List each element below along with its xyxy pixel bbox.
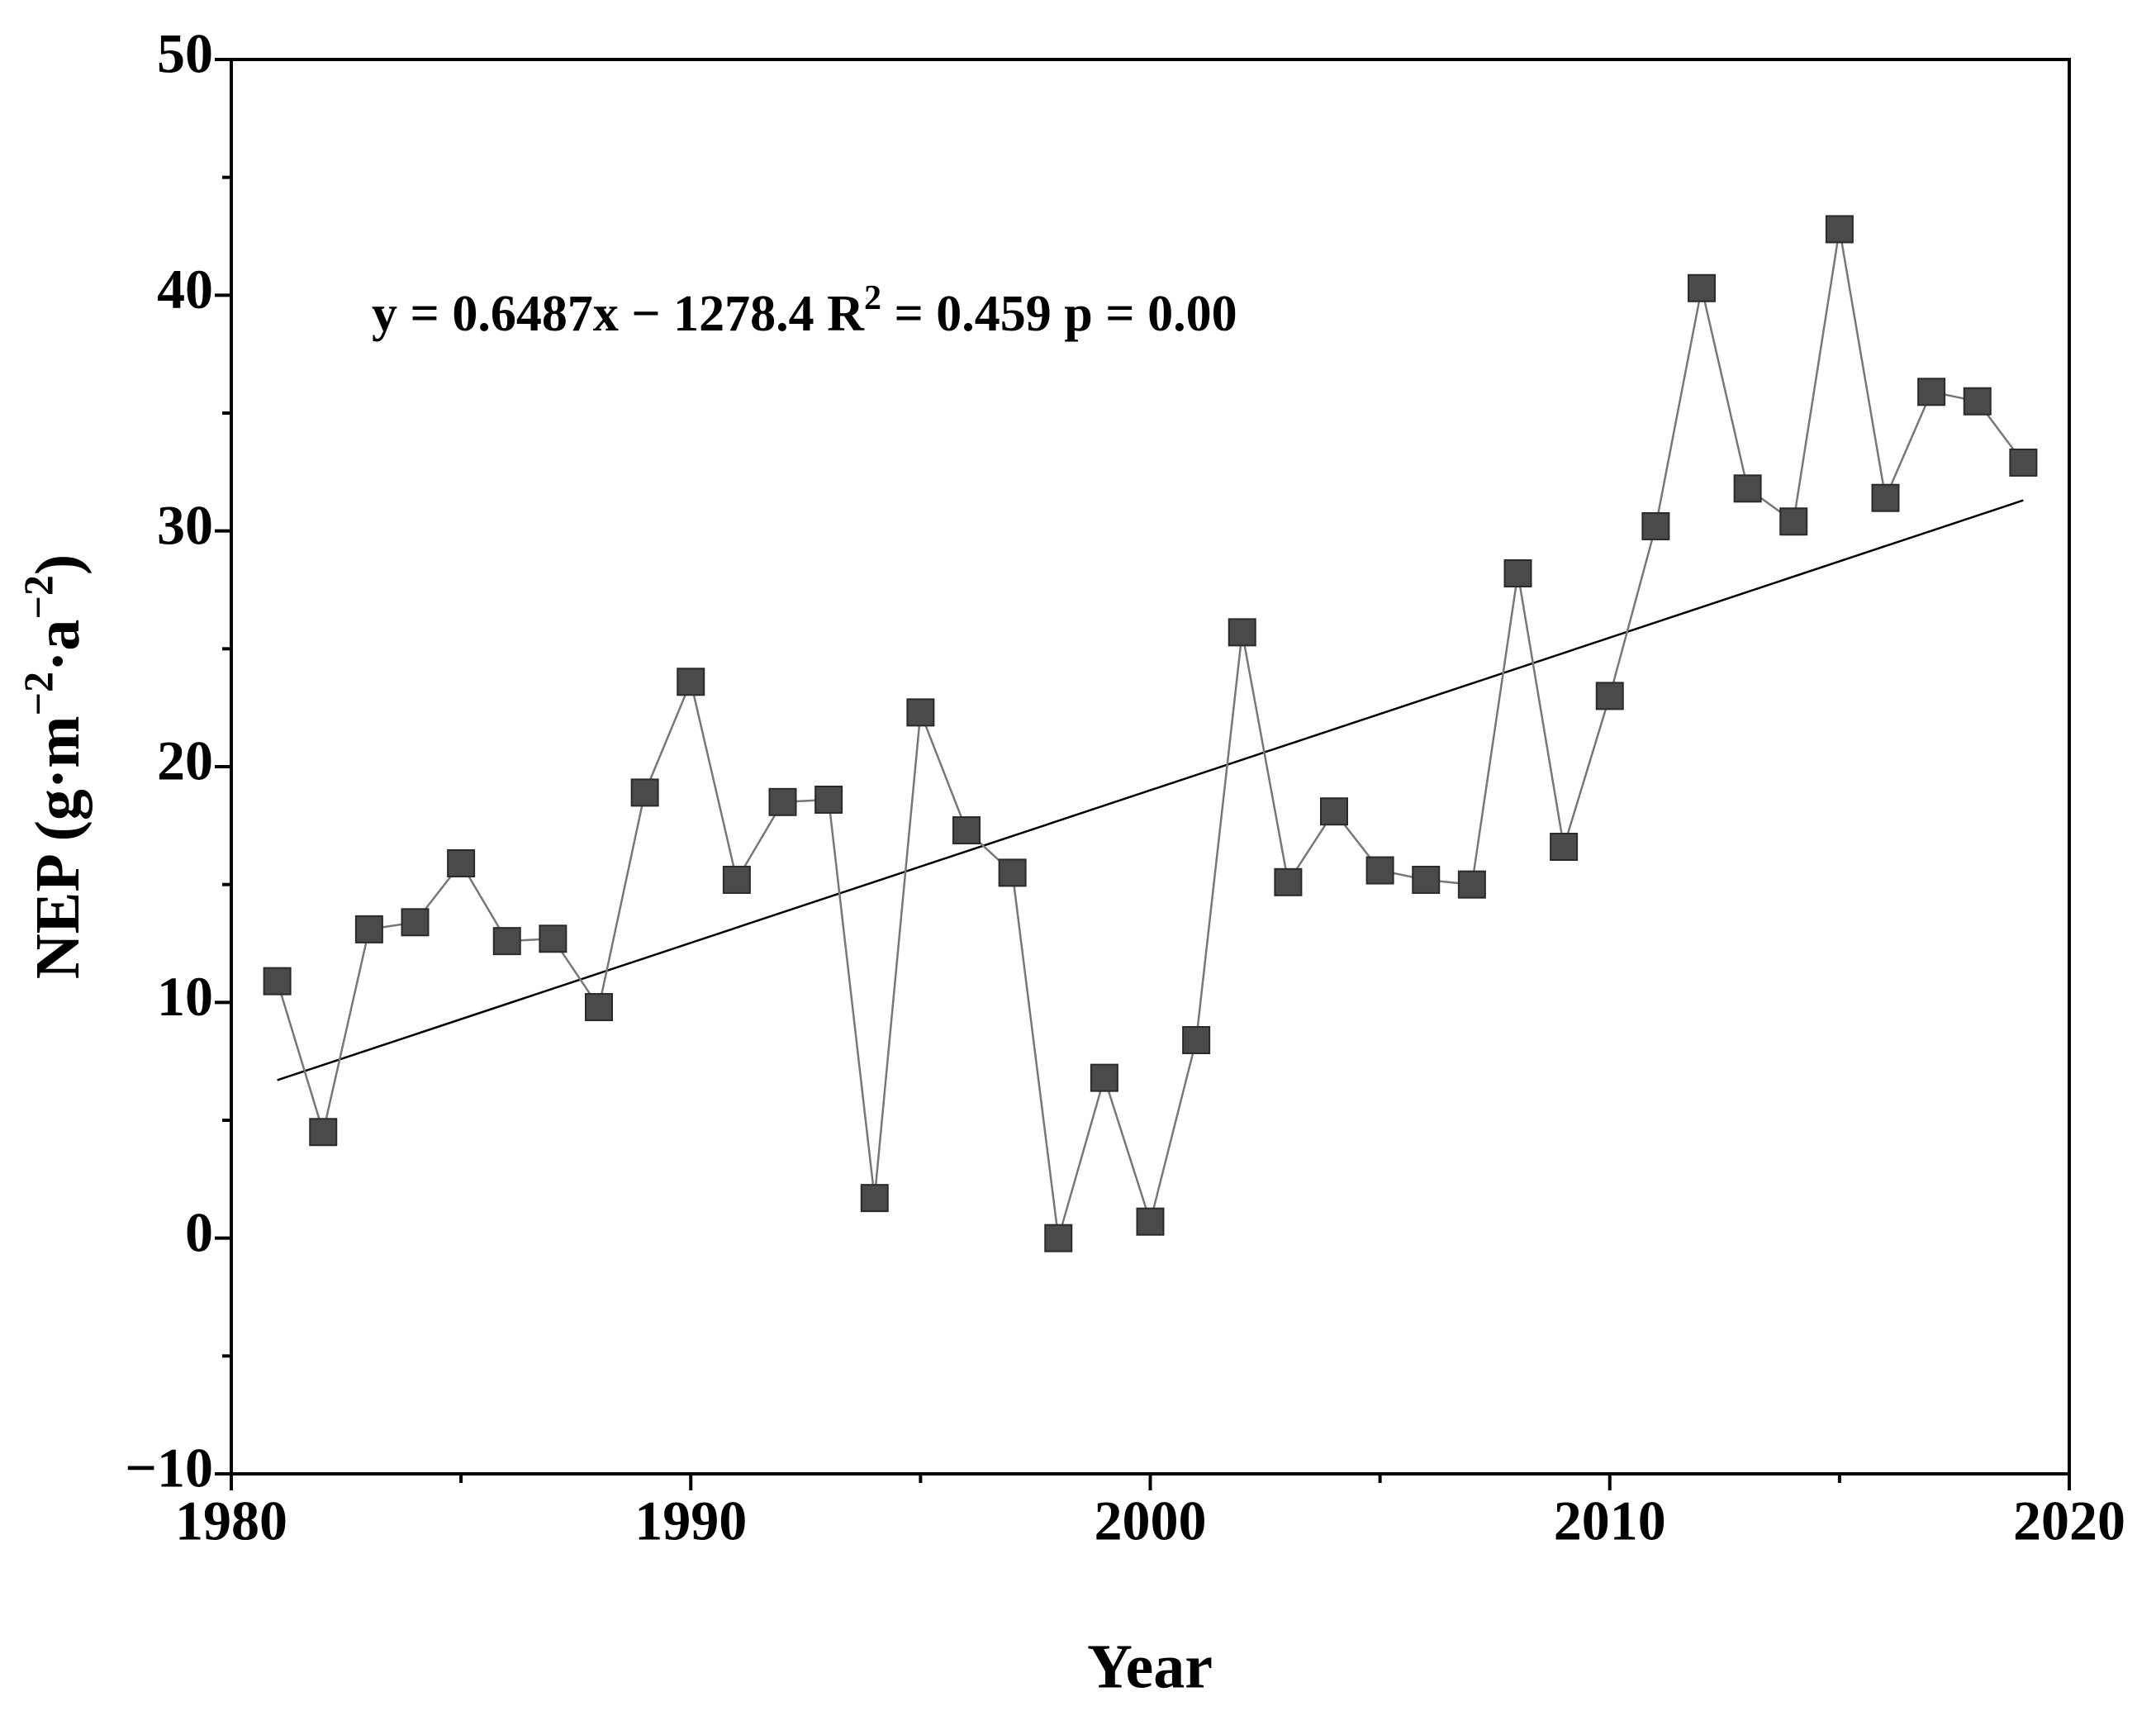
x-tick-label: 2020 xyxy=(2013,1490,2125,1552)
y-tick-label: 50 xyxy=(157,22,213,85)
marker xyxy=(1320,797,1348,826)
marker xyxy=(1733,474,1762,503)
x-tick-label: 2000 xyxy=(1095,1490,1207,1552)
marker xyxy=(492,927,521,956)
marker xyxy=(1503,559,1532,588)
y-tick-label: 30 xyxy=(157,493,213,556)
marker xyxy=(309,1118,338,1147)
marker xyxy=(1136,1207,1165,1236)
marker xyxy=(1550,833,1579,862)
x-axis-label: Year xyxy=(1087,1632,1213,1701)
marker xyxy=(906,698,935,727)
marker xyxy=(263,967,292,996)
annotation: y = 0.6487x − 1278.4 R2 = 0.459 p = 0.00 xyxy=(372,279,1237,343)
annotation-text: y = 0.6487x − 1278.4 R xyxy=(372,286,865,342)
marker xyxy=(1274,867,1303,896)
y-tick-label: 0 xyxy=(185,1200,213,1263)
y-label-sup: −2 xyxy=(15,575,61,620)
marker xyxy=(1871,483,1900,512)
y-tick-label: 20 xyxy=(157,729,213,792)
annotation-text: = 0.459 p = 0.00 xyxy=(881,286,1237,342)
marker xyxy=(539,924,567,953)
marker xyxy=(1963,387,1992,416)
marker xyxy=(1595,682,1624,710)
marker xyxy=(1412,865,1441,894)
y-tick-label: 10 xyxy=(157,965,213,1028)
plot-frame xyxy=(230,58,2071,1476)
marker xyxy=(447,848,476,877)
marker xyxy=(401,908,430,937)
marker xyxy=(1825,215,1854,244)
y-axis-label: NEP (g·m−2·a−2) xyxy=(15,554,93,979)
marker xyxy=(998,858,1027,887)
marker xyxy=(1641,511,1670,540)
marker xyxy=(1044,1224,1073,1252)
x-tick-label: 2010 xyxy=(1554,1490,1666,1552)
marker xyxy=(630,778,659,807)
marker xyxy=(768,787,797,816)
marker xyxy=(677,668,705,696)
marker xyxy=(1090,1063,1118,1092)
marker xyxy=(814,785,843,814)
y-label-part: NEP (g·m xyxy=(23,715,93,979)
marker xyxy=(722,865,751,894)
marker xyxy=(585,993,613,1022)
marker xyxy=(1917,378,1946,406)
marker xyxy=(1182,1025,1211,1054)
y-label-part: ) xyxy=(23,554,93,575)
marker xyxy=(1365,856,1394,885)
series-line xyxy=(276,229,2025,1239)
marker xyxy=(1457,870,1486,899)
marker xyxy=(860,1184,889,1213)
marker xyxy=(952,816,981,845)
trend-line xyxy=(277,499,2024,1081)
x-tick-label: 1980 xyxy=(175,1490,287,1552)
marker xyxy=(1688,273,1716,302)
marker xyxy=(1779,507,1808,536)
marker xyxy=(354,915,383,943)
marker xyxy=(1228,618,1256,647)
y-label-sup: −2 xyxy=(15,672,61,716)
marker xyxy=(2009,448,2038,477)
y-tick-label: −10 xyxy=(125,1437,213,1499)
y-tick-label: 40 xyxy=(157,258,213,321)
annotation-sup: 2 xyxy=(864,279,881,317)
x-tick-label: 1990 xyxy=(634,1490,747,1552)
y-label-part: ·a xyxy=(23,620,93,672)
